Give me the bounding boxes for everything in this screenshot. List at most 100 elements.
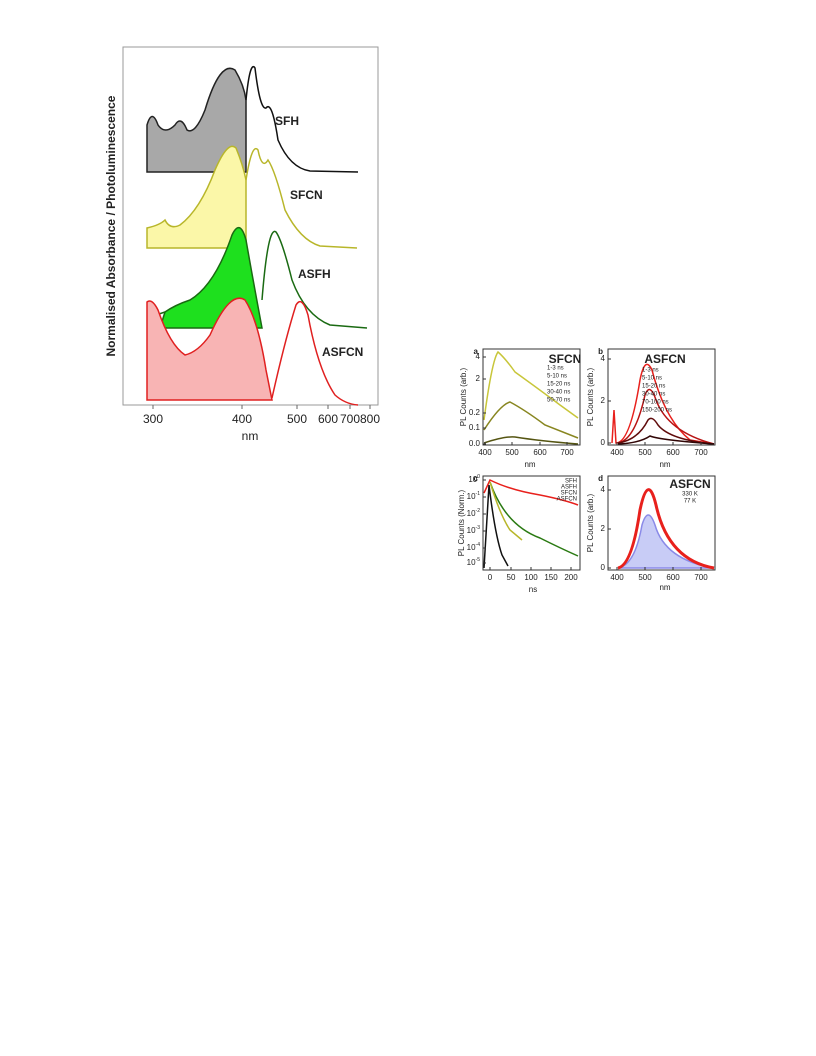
y-tick-label: 10-5: [467, 557, 481, 567]
y-tick-label: 10-4: [467, 542, 481, 552]
tick-base: 10: [468, 475, 477, 484]
panel-title: ASFCN: [644, 352, 685, 366]
x-tick-label: 400: [478, 448, 492, 457]
x-axis-label: ns: [529, 585, 537, 594]
y-axis-label: PL Counts (Norm.): [457, 489, 466, 556]
y-tick-label: 2: [476, 374, 481, 383]
x-tick-label: 100: [524, 573, 538, 582]
x-tick-label: 700: [694, 448, 708, 457]
figure-2: [483, 350, 715, 570]
y-axis-label: PL Counts (arb.): [459, 367, 468, 426]
decay-curve: [483, 484, 509, 569]
x-tick-label: 600: [666, 573, 680, 582]
y-axis-label: PL Counts (arb.): [586, 367, 595, 426]
x-tick-label: 500: [505, 448, 519, 457]
x-tick-label: 700: [340, 412, 360, 426]
tick-base: 10: [467, 558, 476, 567]
x-tick-label: 400: [610, 448, 624, 457]
legend-entry: 330 K: [682, 492, 698, 498]
curve-label: ASFCN: [322, 345, 363, 359]
legend-entry: 150-200 ns: [642, 408, 672, 414]
sfcn-absorbance: [146, 145, 247, 249]
legend-entry: SFCN: [561, 491, 577, 497]
x-axis-label: nm: [659, 460, 670, 469]
legend-entry: 15-20 ns: [547, 382, 570, 388]
y-tick-label: 0.0: [469, 439, 481, 448]
asfcn-absorbance: [146, 297, 273, 401]
y-tick-label: 0.2: [469, 408, 481, 417]
panel-letter: a: [474, 347, 479, 356]
x-tick-label: 700: [560, 448, 574, 457]
x-tick-label: 600: [533, 448, 547, 457]
x-axis-label: nm: [659, 583, 670, 592]
legend-entry: 15-20 ns: [642, 384, 665, 390]
curve-label: ASFH: [298, 267, 331, 281]
pl-curve: [483, 401, 579, 439]
legend-entry: 1-3 ns: [642, 368, 659, 374]
tick-base: 10: [467, 543, 476, 552]
pl-77k: [617, 514, 715, 569]
sfh-absorbance: [146, 67, 247, 173]
sfh-pl: [245, 66, 359, 173]
legend-entry: 1-3 ns: [547, 366, 564, 372]
x-tick-label: 800: [360, 412, 380, 426]
tick-base: 10: [467, 509, 476, 518]
panel-letter: d: [598, 474, 603, 483]
x-tick-label: 500: [638, 448, 652, 457]
panel-title: ASFCN: [669, 477, 710, 491]
y-axis-label: Normalised Absorbance / Photoluminescenc…: [104, 95, 118, 356]
tick-base: 10: [467, 526, 476, 535]
y-tick-label: 10-1: [467, 491, 481, 501]
y-tick-label: 10-3: [467, 525, 481, 535]
pl-curve: [483, 350, 579, 421]
x-tick-label: 400: [232, 412, 252, 426]
curve-label: SFCN: [290, 188, 323, 202]
pl-curve: [617, 417, 715, 445]
pl-curve: [617, 388, 715, 445]
pl-curve: [617, 435, 715, 445]
y-axis-label: PL Counts (arb.): [586, 493, 595, 552]
curve-label: SFH: [275, 114, 299, 128]
legend-entry: ASFCN: [557, 497, 577, 503]
y-tick-label: 4: [601, 485, 606, 494]
legend-entry: ASFH: [561, 485, 577, 491]
axes-frame: [607, 348, 716, 446]
panel-title: SFCN: [549, 352, 582, 366]
x-tick-label: 150: [544, 573, 558, 582]
x-axis-label: nm: [524, 460, 535, 469]
axes-frame: [122, 46, 379, 406]
x-tick-label: 500: [638, 573, 652, 582]
legend-entry: 30-40 ns: [642, 392, 665, 398]
y-tick-label: 2: [601, 524, 606, 533]
legend-entry: 70-100 ns: [642, 400, 669, 406]
pl-330k: [617, 488, 715, 570]
y-tick-label: 10-2: [467, 508, 481, 518]
y-tick-label: 4: [601, 354, 606, 363]
legend-entry: 5-10 ns: [642, 376, 662, 382]
x-tick-label: 200: [564, 573, 578, 582]
x-axis-label: nm: [242, 429, 259, 443]
x-tick-label: 50: [507, 573, 516, 582]
decay-curve: [489, 481, 523, 541]
y-tick-label: 0.1: [469, 423, 481, 432]
legend-entry: 5-10 ns: [547, 374, 567, 380]
y-tick-label: 2: [601, 396, 606, 405]
legend-entry: 30-40 ns: [547, 390, 570, 396]
legend-entry: SFH: [565, 479, 577, 485]
y-tick-label: 4: [476, 352, 481, 361]
pl-curve: [483, 436, 579, 445]
tick-exponent: -2: [476, 508, 481, 514]
decay-curve: [483, 478, 579, 506]
legend-entry: 77 K: [684, 499, 696, 505]
sfcn-pl: [245, 147, 358, 249]
legend-entry: 50-70 ns: [547, 398, 570, 404]
y-tick-label: 100: [468, 474, 480, 484]
pl-curve: [611, 363, 715, 445]
asfcn-pl: [271, 300, 359, 406]
tick-exponent: -3: [476, 525, 481, 531]
y-tick-label: 0: [601, 563, 606, 572]
panel-letter: b: [598, 347, 603, 356]
tick-exponent: 0: [477, 474, 480, 480]
